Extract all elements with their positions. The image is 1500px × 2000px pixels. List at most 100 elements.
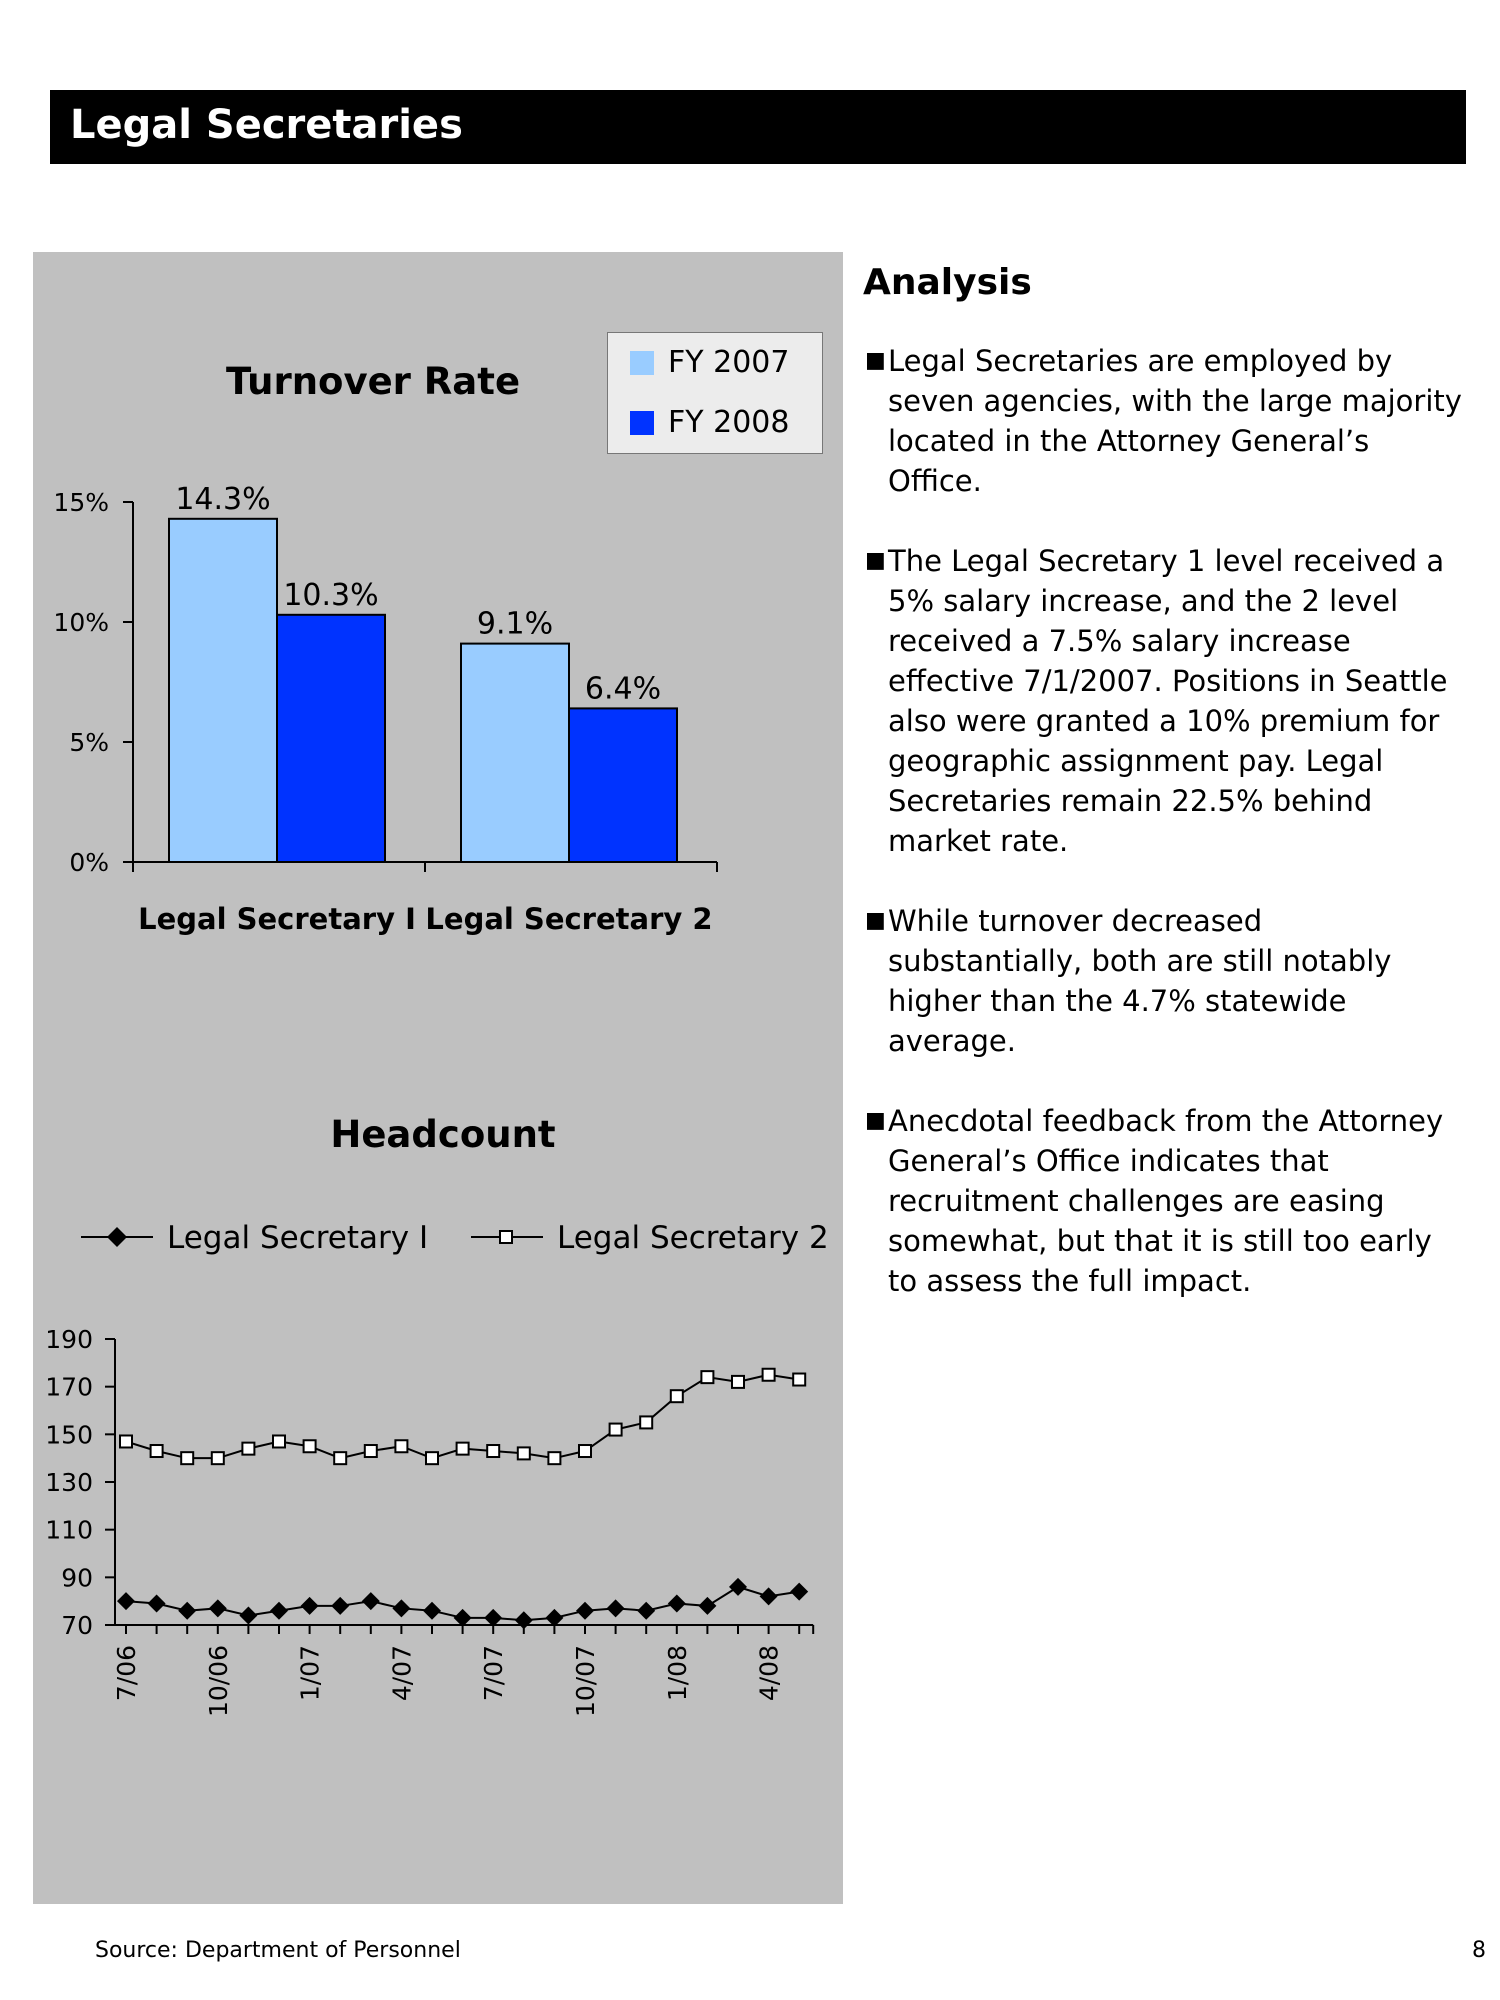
headcount-x-tick-label: 1/07 bbox=[296, 1645, 325, 1701]
headcount-point bbox=[333, 1451, 348, 1466]
headcount-point bbox=[423, 1601, 441, 1620]
headcount-point bbox=[117, 1592, 135, 1611]
headcount-point bbox=[210, 1451, 225, 1466]
headcount-point bbox=[147, 1594, 166, 1613]
headcount-x-tick-label: 7/07 bbox=[479, 1645, 508, 1701]
legend-label-fy2008: FY 2008 bbox=[668, 405, 790, 440]
headcount-x-tick-label: 1/08 bbox=[663, 1645, 692, 1701]
legend-swatch-fy2007 bbox=[630, 351, 654, 375]
headcount-point bbox=[731, 1374, 745, 1389]
headcount-point bbox=[486, 1444, 501, 1459]
headcount-point bbox=[208, 1599, 227, 1618]
headcount-legend-label: Legal Secretary I bbox=[167, 1220, 428, 1256]
analysis-bullets: ■ Legal Secretaries are employed by seven… bbox=[863, 341, 1463, 1301]
headcount-point bbox=[608, 1422, 623, 1437]
headcount-point bbox=[239, 1606, 258, 1625]
turnover-y-tick-label: 15% bbox=[53, 488, 109, 517]
turnover-bar-label: 14.3% bbox=[175, 482, 270, 517]
headcount-point bbox=[547, 1451, 562, 1466]
turnover-y-tick-label: 0% bbox=[69, 848, 109, 877]
turnover-category-label: Legal Secretary I bbox=[138, 902, 416, 936]
headcount-point bbox=[119, 1434, 133, 1449]
headcount-point bbox=[792, 1372, 807, 1387]
analysis-bullet: ■ Anecdotal feedback from the Attorney Ge… bbox=[863, 1101, 1463, 1301]
legend-swatch-fy2008 bbox=[630, 411, 654, 435]
headcount-point bbox=[302, 1439, 317, 1454]
headcount-point bbox=[790, 1582, 809, 1601]
headcount-y-tick-label: 170 bbox=[45, 1373, 93, 1402]
square-bullet-icon: ■ bbox=[865, 348, 886, 373]
headcount-x-tick-label: 10/06 bbox=[204, 1645, 233, 1717]
headcount-x-tick-label: 4/08 bbox=[755, 1645, 784, 1701]
analysis-section: Analysis ■ Legal Secretaries are employed… bbox=[863, 262, 1463, 1341]
turnover-bar bbox=[568, 707, 678, 863]
headcount-legend-marker bbox=[499, 1230, 513, 1244]
headcount-point bbox=[484, 1608, 503, 1627]
headcount-chart-title: Headcount bbox=[330, 1113, 555, 1156]
headcount-point bbox=[241, 1441, 256, 1456]
headcount-point bbox=[270, 1601, 288, 1620]
headcount-y-tick-label: 70 bbox=[61, 1611, 93, 1640]
headcount-y-tick-label: 190 bbox=[45, 1325, 93, 1354]
headcount-point bbox=[729, 1577, 747, 1596]
headcount-point bbox=[392, 1599, 411, 1618]
square-bullet-icon: ■ bbox=[865, 1108, 886, 1133]
headcount-point bbox=[361, 1592, 380, 1611]
headcount-point bbox=[425, 1451, 439, 1466]
analysis-bullet: ■ The Legal Secretary 1 level received a … bbox=[863, 541, 1463, 861]
headcount-point bbox=[455, 1441, 470, 1456]
headcount-x-tick-label: 4/07 bbox=[387, 1645, 416, 1701]
headcount-point bbox=[606, 1599, 625, 1618]
analysis-heading: Analysis bbox=[863, 262, 1032, 303]
turnover-legend: FY 2007 FY 2008 bbox=[607, 332, 823, 454]
turnover-y-tick-label: 5% bbox=[69, 728, 109, 757]
analysis-bullet-text: Anecdotal feedback from the Attorney Gen… bbox=[888, 1104, 1444, 1298]
analysis-bullet: ■ While turnover decreased substantially,… bbox=[863, 901, 1463, 1061]
headcount-point bbox=[639, 1415, 654, 1430]
page-number: 8 bbox=[1472, 1938, 1486, 1963]
turnover-category-label: Legal Secretary 2 bbox=[425, 902, 712, 936]
headcount-point bbox=[363, 1444, 378, 1459]
analysis-bullet-text: While turnover decreased substantially, … bbox=[888, 904, 1392, 1058]
square-bullet-icon: ■ bbox=[865, 908, 886, 933]
analysis-bullet-text: Legal Secretaries are employed by seven … bbox=[888, 344, 1462, 498]
turnover-bar-label: 6.4% bbox=[585, 671, 661, 706]
headcount-point bbox=[578, 1444, 592, 1459]
source-note: Source: Department of Personnel bbox=[95, 1938, 461, 1963]
headcount-point bbox=[761, 1367, 776, 1382]
headcount-legend-marker bbox=[107, 1227, 127, 1247]
turnover-bar bbox=[276, 613, 386, 863]
charts-svg: Turnover Rate 0% 5% 10% 15% 14.3% 10.3% Legal S… bbox=[45, 360, 829, 1717]
headcount-x-tick-label: 10/07 bbox=[571, 1645, 600, 1717]
turnover-bar-label: 9.1% bbox=[477, 607, 553, 642]
headcount-point bbox=[667, 1594, 686, 1613]
headcount-point bbox=[180, 1451, 195, 1466]
analysis-bullet: ■ Legal Secretaries are employed by seven… bbox=[863, 341, 1463, 501]
headcount-point bbox=[516, 1446, 531, 1461]
legend-label-fy2007: FY 2007 bbox=[668, 345, 790, 380]
headcount-point bbox=[394, 1439, 409, 1454]
headcount-point bbox=[149, 1444, 164, 1459]
headcount-point bbox=[300, 1596, 319, 1615]
headcount-y-tick-label: 150 bbox=[45, 1420, 93, 1449]
chart-panel: Turnover Rate 0% 5% 10% 15% 14.3% 10.3% Legal S… bbox=[33, 252, 843, 1904]
headcount-point bbox=[545, 1608, 564, 1627]
headcount-point bbox=[669, 1389, 684, 1404]
headcount-point bbox=[178, 1601, 197, 1620]
headcount-point bbox=[514, 1611, 533, 1630]
headcount-y-tick-label: 130 bbox=[45, 1468, 93, 1497]
headcount-legend-label: Legal Secretary 2 bbox=[557, 1220, 829, 1256]
page-title: Legal Secretaries bbox=[70, 102, 463, 148]
headcount-point bbox=[637, 1601, 656, 1620]
headcount-point bbox=[700, 1370, 715, 1385]
headcount-x-tick-label: 7/06 bbox=[112, 1645, 141, 1701]
turnover-chart-title: Turnover Rate bbox=[226, 360, 520, 403]
turnover-bar bbox=[168, 517, 278, 863]
square-bullet-icon: ■ bbox=[865, 548, 886, 573]
analysis-bullet-text: The Legal Secretary 1 level received a 5… bbox=[888, 544, 1448, 858]
headcount-point bbox=[759, 1587, 778, 1606]
turnover-bar bbox=[460, 642, 570, 863]
headcount-y-tick-label: 90 bbox=[61, 1563, 93, 1592]
turnover-y-tick-label: 10% bbox=[53, 608, 109, 637]
headcount-point bbox=[576, 1601, 594, 1620]
